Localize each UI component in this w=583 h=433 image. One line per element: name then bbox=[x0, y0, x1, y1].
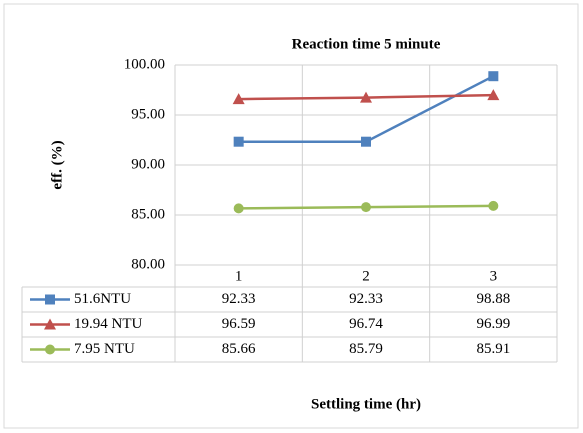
data-point bbox=[361, 136, 371, 147]
data-point bbox=[488, 71, 499, 82]
table-cell: 92.33 bbox=[222, 291, 256, 307]
x-tick-label: 2 bbox=[362, 268, 370, 284]
data-point bbox=[360, 91, 372, 103]
y-axis-label: eff. (%) bbox=[49, 140, 65, 189]
x-axis-label: Settling time (hr) bbox=[311, 396, 421, 412]
data-point bbox=[232, 93, 245, 105]
series-line bbox=[238, 75, 494, 143]
chart-title: Reaction time 5 minute bbox=[292, 36, 441, 52]
table-cell: 85.79 bbox=[349, 341, 383, 357]
table-cell: 96.99 bbox=[476, 316, 510, 332]
data-point bbox=[487, 89, 500, 101]
y-tick-label: 95.00 bbox=[131, 106, 165, 122]
chart-border bbox=[3, 3, 579, 429]
y-tick-label: 85.00 bbox=[131, 206, 165, 222]
table-cell: 85.66 bbox=[222, 341, 256, 357]
table-cell: 96.74 bbox=[349, 316, 383, 332]
table-cell: 85.91 bbox=[476, 341, 510, 357]
table-cell: 96.59 bbox=[222, 316, 256, 332]
legend-marker bbox=[45, 294, 55, 305]
table-cell: 92.33 bbox=[349, 291, 383, 307]
legend-marker bbox=[44, 318, 56, 330]
legend-marker bbox=[45, 344, 55, 355]
data-point bbox=[361, 202, 371, 213]
y-tick-label: 80.00 bbox=[131, 256, 165, 272]
data-point bbox=[488, 200, 499, 211]
y-tick-label: 90.00 bbox=[131, 156, 165, 172]
data-point bbox=[233, 203, 244, 214]
legend-label: 51.6NTU bbox=[74, 291, 131, 307]
legend-label: 19.94 NTU bbox=[74, 316, 142, 332]
x-tick-label: 1 bbox=[235, 268, 243, 284]
x-tick-label: 3 bbox=[490, 268, 498, 284]
data-point bbox=[233, 136, 244, 147]
legend-label: 7.95 NTU bbox=[74, 341, 135, 357]
y-tick-label: 100.00 bbox=[124, 56, 165, 72]
table-cell: 98.88 bbox=[476, 291, 510, 307]
